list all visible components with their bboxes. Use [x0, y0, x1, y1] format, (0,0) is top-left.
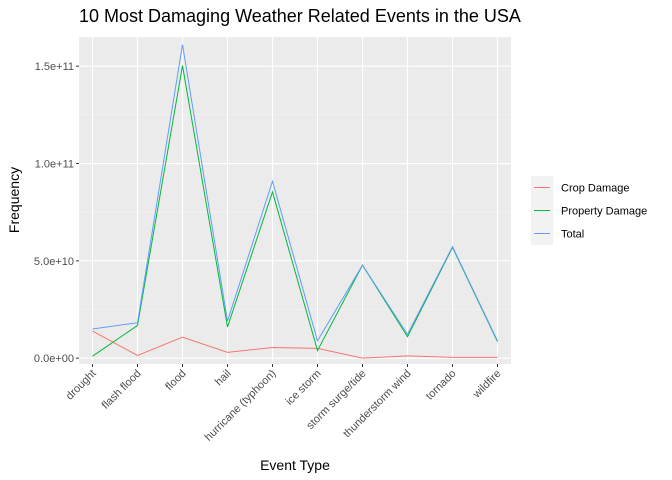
x-tick-label: drought	[64, 368, 99, 403]
y-axis-title: Frequency	[6, 167, 22, 233]
legend-label-crop-damage: Crop Damage	[561, 183, 629, 195]
y-tick-label: 0.0e+00	[34, 353, 74, 365]
plot-panel	[79, 37, 511, 364]
chart-title: 10 Most Damaging Weather Related Events …	[79, 6, 521, 26]
legend: Crop Damage Property Damage Total	[531, 176, 647, 245]
series-lines	[92, 44, 498, 359]
y-tick-label: 1.0e+11	[35, 159, 74, 171]
series-line-total	[92, 44, 498, 343]
x-axis-title: Event Type	[260, 457, 330, 473]
legend-label-property-damage: Property Damage	[561, 206, 647, 218]
series-line-property-damage	[92, 65, 498, 357]
x-tick-label: wildfire	[470, 368, 503, 401]
x-tick-label: ice storm	[284, 368, 324, 408]
y-tick-label: 5.0e+10	[34, 256, 74, 268]
y-tick-label: 1.5e+11	[35, 61, 74, 73]
x-tick-label: tornado	[424, 368, 459, 403]
x-tick-label: flash flood	[100, 368, 144, 412]
x-tick-label: hail	[213, 368, 234, 389]
y-axis-ticks: 0.0e+00 5.0e+10 1.0e+11 1.5e+11	[34, 61, 79, 365]
legend-label-total: Total	[561, 229, 584, 241]
x-tick-label: flood	[163, 368, 188, 393]
series-line-crop-damage	[92, 330, 498, 359]
